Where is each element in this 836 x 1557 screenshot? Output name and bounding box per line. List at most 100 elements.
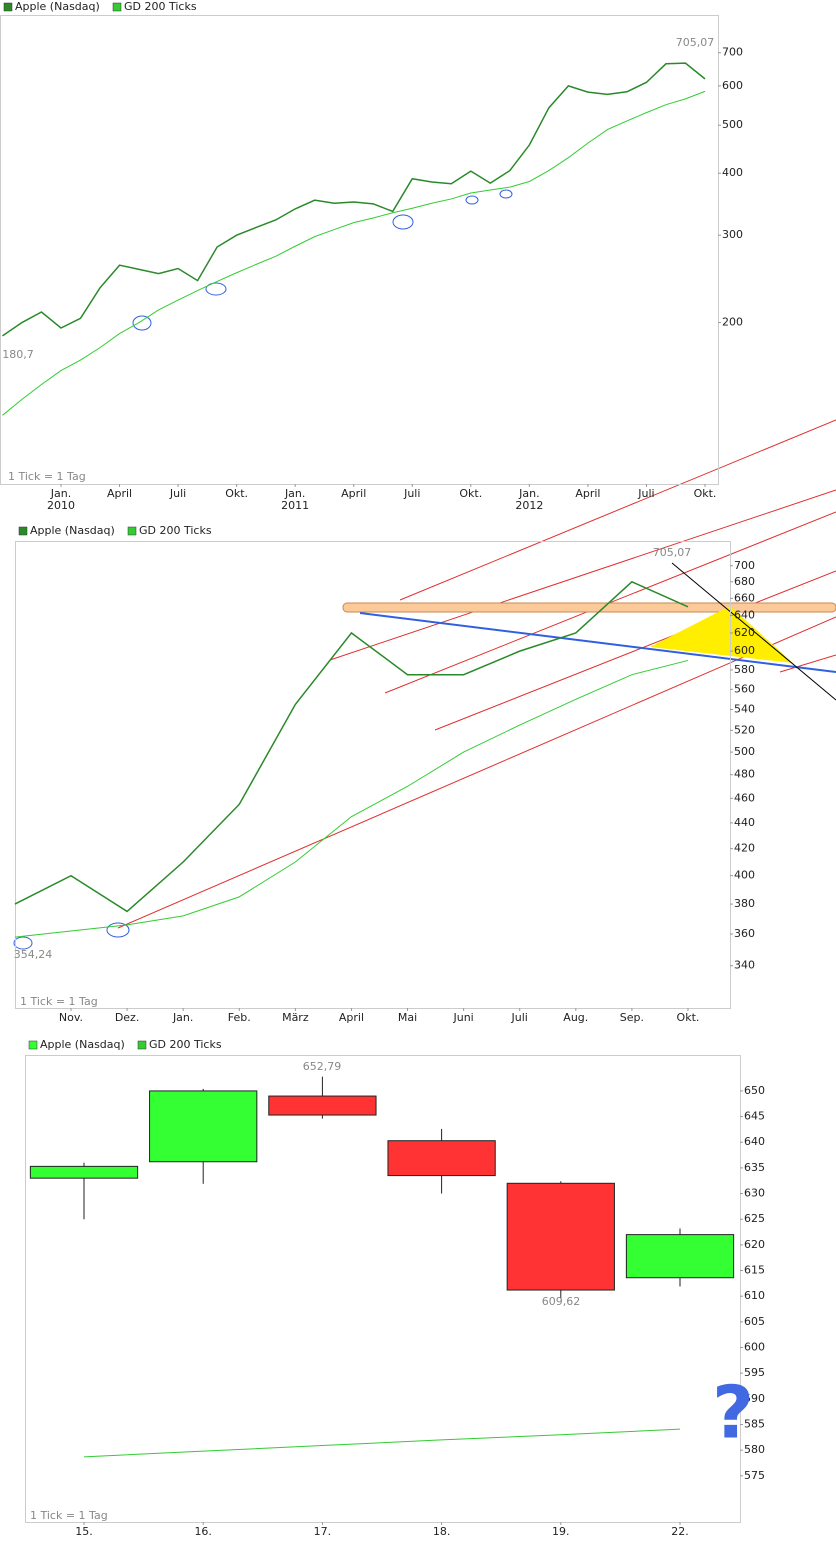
x-tick-label: Okt. [225, 487, 248, 500]
y-tick-label: 620 [744, 1238, 765, 1251]
y-tick-label: 610 [744, 1289, 765, 1302]
x-tick-label: Jan. [518, 487, 539, 500]
plot-frame [25, 1055, 741, 1523]
y-tick-label: 600 [722, 79, 743, 92]
legend-label: Apple (Nasdaq) [30, 524, 115, 537]
legend-label: Apple (Nasdaq) [40, 1038, 125, 1051]
x-tick-label: Jan. [172, 1011, 193, 1024]
x-tick-label: April [339, 1011, 364, 1024]
x-tick-label: April [575, 487, 600, 500]
x-tick-label: Okt. [677, 1011, 700, 1024]
y-tick-label: 595 [744, 1366, 765, 1379]
y-tick-label: 640 [734, 608, 755, 621]
x-tick-label: 17. [314, 1525, 332, 1538]
y-tick-label: 680 [734, 575, 755, 588]
x-tick-label: April [107, 487, 132, 500]
y-tick-label: 580 [744, 1443, 765, 1456]
annotation: 652,79 [303, 1060, 342, 1073]
legend-swatch [127, 526, 137, 536]
x-tick-label: Okt. [694, 487, 717, 500]
plot-frame [0, 15, 719, 485]
y-tick-label: 600 [734, 644, 755, 657]
y-tick-label: 420 [734, 842, 755, 855]
candle-body [149, 1090, 258, 1163]
y-tick-label: 580 [734, 663, 755, 676]
y-tick-label: 300 [722, 228, 743, 241]
y-tick-label: 560 [734, 682, 755, 695]
y-tick-label: 590 [744, 1392, 765, 1405]
legend-label: GD 200 Ticks [139, 524, 212, 537]
series-line [14, 659, 689, 938]
y-tick-label: 480 [734, 768, 755, 781]
y-tick-label: 660 [734, 591, 755, 604]
legend-swatch [28, 1040, 38, 1050]
y-tick-label: 630 [744, 1187, 765, 1200]
series-line [2, 90, 706, 416]
y-tick-label: 460 [734, 791, 755, 804]
y-tick-label: 340 [734, 959, 755, 972]
y-tick-label: 585 [744, 1417, 765, 1430]
y-tick-label: 650 [744, 1084, 765, 1097]
y-tick-label: 440 [734, 816, 755, 829]
x-tick-label: Juli [169, 487, 186, 500]
y-tick-label: 540 [734, 702, 755, 715]
legend-swatch [18, 526, 28, 536]
legend-label: Apple (Nasdaq) [15, 0, 100, 13]
y-tick-label: 200 [722, 316, 743, 329]
y-tick-label: 620 [734, 626, 755, 639]
annotation: 1 Tick = 1 Tag [20, 995, 98, 1008]
y-tick-label: 400 [722, 166, 743, 179]
candle-body [625, 1234, 735, 1279]
y-tick-label: 400 [734, 869, 755, 882]
y-tick-label: 615 [744, 1264, 765, 1277]
annotation: 180,7 [2, 348, 34, 361]
annotation: ? [712, 1371, 754, 1455]
series-line [2, 62, 706, 337]
x-tick-label: Feb. [228, 1011, 251, 1024]
candle-body [29, 1165, 139, 1179]
y-tick-label: 575 [744, 1469, 765, 1482]
y-tick-label: 380 [734, 897, 755, 910]
x-tick-label: Juni [452, 1011, 473, 1024]
x-tick-label: 16. [194, 1525, 212, 1538]
legend-swatch [112, 2, 122, 12]
series-line [83, 1428, 681, 1458]
x-year-label: 2010 [47, 499, 75, 512]
candle-body [506, 1182, 615, 1291]
x-tick-label: Nov. [59, 1011, 83, 1024]
x-tick-label: Juli [637, 487, 654, 500]
y-tick-label: 700 [722, 46, 743, 59]
annotation: 1 Tick = 1 Tag [8, 470, 86, 483]
x-tick-label: Mai [398, 1011, 417, 1024]
x-year-label: 2012 [515, 499, 543, 512]
legend-label: GD 200 Ticks [149, 1038, 222, 1051]
legend-swatch [3, 2, 13, 12]
x-tick-label: 18. [433, 1525, 451, 1538]
y-tick-label: 600 [744, 1341, 765, 1354]
drawings [13, 189, 836, 950]
y-tick-label: 500 [722, 118, 743, 131]
y-tick-label: 625 [744, 1212, 765, 1225]
x-year-label: 2011 [281, 499, 309, 512]
series-line [14, 580, 689, 913]
x-tick-label: 22. [671, 1525, 689, 1538]
candle-body [387, 1140, 496, 1177]
legend-swatch [137, 1040, 147, 1050]
x-tick-label: April [341, 487, 366, 500]
annotation: 609,62 [542, 1295, 581, 1308]
y-tick-label: 605 [744, 1315, 765, 1328]
y-tick-label: 520 [734, 723, 755, 736]
x-tick-label: Juli [403, 487, 420, 500]
x-tick-label: 15. [75, 1525, 93, 1538]
x-tick-label: Jan. [284, 487, 305, 500]
annotation: 705,07 [653, 546, 692, 559]
x-tick-label: Sep. [620, 1011, 644, 1024]
y-tick-label: 360 [734, 927, 755, 940]
x-tick-label: 19. [552, 1525, 570, 1538]
y-tick-label: 635 [744, 1161, 765, 1174]
annotation: 705,07 [676, 36, 715, 49]
x-tick-label: Jan. [50, 487, 71, 500]
annotation: 354,24 [14, 948, 53, 961]
y-tick-label: 645 [744, 1110, 765, 1123]
annotation: 1 Tick = 1 Tag [30, 1509, 108, 1522]
